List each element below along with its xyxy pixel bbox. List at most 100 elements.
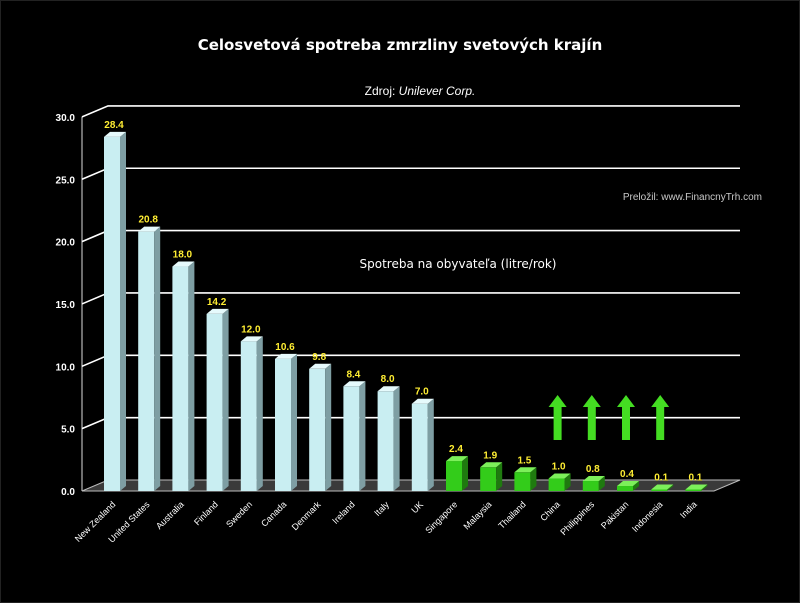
gridline bbox=[81, 229, 740, 243]
bar-side bbox=[291, 353, 297, 491]
bar-front bbox=[411, 403, 428, 491]
bar-top bbox=[514, 467, 537, 473]
bar-front bbox=[446, 461, 462, 491]
bar-top bbox=[172, 261, 195, 267]
category-label: Indonesia bbox=[630, 499, 665, 534]
value-label: 10.6 bbox=[275, 342, 295, 353]
bar-front bbox=[651, 489, 668, 491]
category-label: Ireland bbox=[330, 499, 357, 526]
bar-side bbox=[462, 456, 468, 491]
bar-side bbox=[222, 308, 229, 491]
bar-front bbox=[309, 368, 326, 491]
bar-pakistan bbox=[617, 481, 639, 491]
bar-front bbox=[685, 489, 702, 491]
translator-credit: Preložil: www.FinancnyTrh.com bbox=[623, 192, 762, 203]
y-tick-label: 5.0 bbox=[61, 425, 75, 436]
bar-top bbox=[377, 386, 400, 392]
y-tick-label: 30.0 bbox=[56, 113, 76, 124]
bar-top bbox=[446, 456, 468, 462]
bar-side bbox=[188, 261, 195, 491]
bar-top bbox=[240, 336, 263, 342]
category-label: Australia bbox=[154, 499, 186, 531]
value-label: 2.4 bbox=[449, 444, 463, 455]
bar-front bbox=[104, 136, 120, 492]
source-name: Unilever Corp. bbox=[399, 84, 476, 98]
bar-front bbox=[548, 478, 565, 491]
bar-top bbox=[104, 131, 126, 137]
category-label: Italy bbox=[372, 499, 391, 518]
bar-indonesia bbox=[651, 484, 674, 491]
bar-italy bbox=[377, 386, 400, 491]
bar-front bbox=[343, 386, 360, 491]
value-label: 7.0 bbox=[415, 387, 429, 398]
bar-top bbox=[206, 308, 229, 314]
value-label: 0.1 bbox=[654, 473, 668, 484]
bar-front bbox=[275, 358, 291, 491]
category-label: Malaysia bbox=[461, 499, 493, 531]
bar-philippines bbox=[582, 476, 605, 491]
source-prefix: Zdroj: bbox=[365, 84, 399, 98]
bar-front bbox=[480, 467, 497, 491]
category-label: China bbox=[538, 499, 562, 523]
bar-top bbox=[138, 226, 161, 232]
bar-front bbox=[206, 313, 223, 491]
bar-new-zealand bbox=[104, 131, 126, 492]
bar-front bbox=[240, 341, 257, 491]
value-label: 0.1 bbox=[688, 473, 702, 484]
y-tick-label: 10.0 bbox=[56, 362, 76, 373]
bar-front bbox=[172, 266, 189, 491]
bar-top bbox=[343, 381, 366, 387]
value-label: 1.9 bbox=[483, 450, 497, 461]
value-label: 1.0 bbox=[552, 462, 566, 473]
y-tick-label: 20.0 bbox=[56, 238, 76, 249]
value-label: 18.0 bbox=[173, 250, 193, 261]
bar-top bbox=[685, 484, 708, 490]
y-axis-ticks: 0.0 5.0 10.0 15.0 20.0 25.0 30.0 bbox=[56, 113, 76, 498]
bar-top bbox=[582, 476, 605, 482]
bar-front bbox=[514, 472, 531, 491]
bar-india bbox=[685, 484, 708, 491]
bar-front bbox=[377, 391, 394, 491]
y-tick-label: 0.0 bbox=[61, 487, 75, 498]
bar-top bbox=[275, 353, 297, 359]
bar-top bbox=[548, 473, 571, 479]
category-label: UK bbox=[409, 499, 425, 515]
bar-front bbox=[582, 481, 599, 491]
category-label: Pakistan bbox=[599, 499, 630, 530]
value-label: 9.8 bbox=[312, 352, 326, 363]
bar-sweden bbox=[240, 336, 263, 491]
value-label: 28.4 bbox=[104, 120, 124, 131]
chart-title: Celosvetová spotreba zmrzliny svetových … bbox=[198, 36, 603, 54]
value-label: 20.8 bbox=[138, 215, 158, 226]
bar-side bbox=[598, 476, 605, 491]
value-label: 0.4 bbox=[620, 469, 634, 480]
bar-side bbox=[359, 381, 366, 491]
category-label: Sweden bbox=[224, 499, 254, 529]
bar-denmark bbox=[309, 363, 332, 491]
bar-top bbox=[411, 398, 434, 404]
value-labels: 28.4 20.8 18.0 14.2 12.0 10.6 9.8 8.4 8.0 7.0 2.4 1… bbox=[104, 120, 703, 484]
bar-finland bbox=[206, 308, 229, 491]
bar-top bbox=[617, 481, 639, 487]
bar-side bbox=[564, 473, 571, 491]
bar-front bbox=[138, 231, 155, 491]
bar-top bbox=[651, 484, 674, 490]
bar-canada bbox=[275, 353, 297, 491]
category-label: Finland bbox=[192, 499, 220, 527]
category-label: Denmark bbox=[290, 499, 323, 532]
y-tick-label: 15.0 bbox=[56, 300, 76, 311]
up-arrow-icon bbox=[651, 395, 670, 440]
value-label: 8.0 bbox=[381, 374, 395, 385]
value-label: 12.0 bbox=[241, 324, 261, 335]
up-arrow-icon bbox=[582, 395, 601, 440]
growth-arrows bbox=[548, 395, 670, 440]
bars bbox=[104, 131, 708, 492]
chart-source: Zdroj: Unilever Corp. bbox=[365, 84, 476, 98]
bar-side bbox=[701, 484, 708, 491]
category-label: Singapore bbox=[423, 499, 459, 535]
bar-uk bbox=[411, 398, 434, 491]
value-label: 8.4 bbox=[346, 369, 360, 380]
y-axis-label: Spotreba na obyvateľa (litre/rok) bbox=[360, 257, 557, 271]
bar-front bbox=[617, 486, 633, 491]
